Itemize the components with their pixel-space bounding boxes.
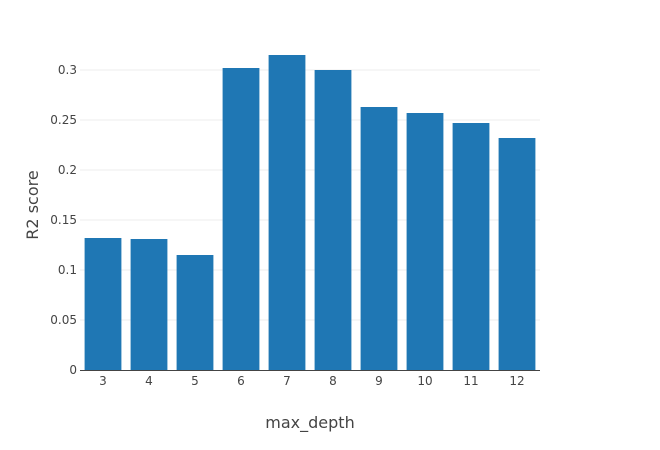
bar-11 xyxy=(452,123,490,370)
x-tick-label-3: 3 xyxy=(99,374,107,388)
bar-12 xyxy=(498,138,536,370)
y-tick-label-4: 0.2 xyxy=(58,163,77,177)
x-tick-label-11: 11 xyxy=(463,374,478,388)
y-tick-label-6: 0.3 xyxy=(58,63,77,77)
y-tick-label-2: 0.1 xyxy=(58,263,77,277)
x-tick-label-9: 9 xyxy=(375,374,383,388)
x-tick-label-5: 5 xyxy=(191,374,199,388)
x-tick-label-10: 10 xyxy=(417,374,432,388)
x-tick-label-6: 6 xyxy=(237,374,245,388)
bar-9 xyxy=(360,107,398,370)
x-axis-tick-labels: 3 4 5 6 7 8 9 10 11 12 xyxy=(99,374,524,388)
x-tick-label-7: 7 xyxy=(283,374,291,388)
bar-8 xyxy=(314,70,352,370)
bar-3 xyxy=(84,238,122,370)
bar-6 xyxy=(222,68,260,370)
x-tick-label-8: 8 xyxy=(329,374,337,388)
x-axis-title: max_depth xyxy=(265,413,354,433)
y-tick-label-0: 0 xyxy=(69,363,77,377)
x-tick-label-12: 12 xyxy=(509,374,524,388)
y-tick-label-3: 0.15 xyxy=(50,213,77,227)
y-axis-tick-labels: 0 0.05 0.1 0.15 0.2 0.25 0.3 xyxy=(50,63,77,377)
bars xyxy=(84,55,536,370)
y-tick-label-1: 0.05 xyxy=(50,313,77,327)
bar-5 xyxy=(176,255,214,370)
x-tick-label-4: 4 xyxy=(145,374,153,388)
bar-10 xyxy=(406,113,444,370)
bar-7 xyxy=(268,55,306,370)
y-axis-title: R2 score xyxy=(23,170,42,239)
bar-4 xyxy=(130,239,168,370)
y-tick-label-5: 0.25 xyxy=(50,113,77,127)
